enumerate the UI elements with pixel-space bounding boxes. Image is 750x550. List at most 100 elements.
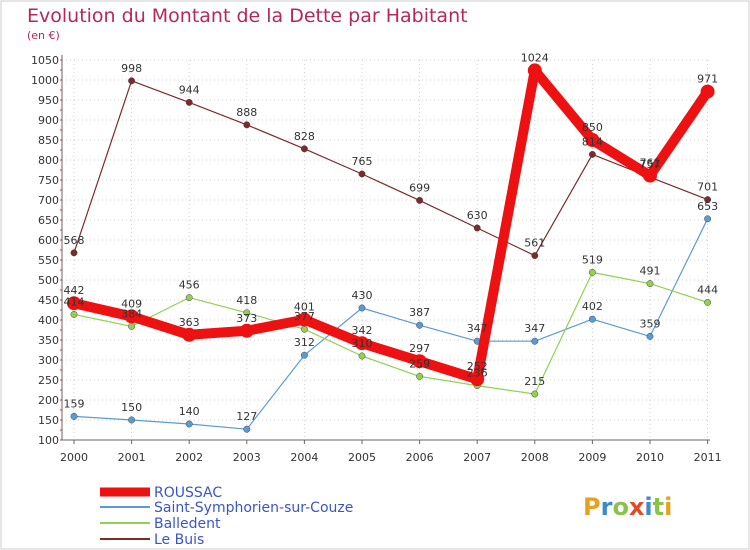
data-label: 387 — [409, 306, 430, 319]
data-point — [588, 315, 596, 323]
data-point — [473, 224, 481, 232]
logo-letter: P — [583, 493, 601, 521]
data-point — [128, 322, 136, 330]
y-tick-label: 150 — [38, 414, 59, 427]
data-label: 699 — [409, 181, 430, 194]
data-point — [585, 133, 600, 147]
data-label: 568 — [64, 234, 85, 247]
data-point — [128, 77, 136, 85]
y-tick-label: 350 — [38, 334, 59, 347]
data-point — [412, 354, 427, 369]
data-point — [70, 249, 78, 257]
chart-subtitle: (en €) — [27, 29, 60, 42]
data-label: 491 — [640, 265, 661, 278]
series-line-saint-symphorien-sur-couze — [73, 218, 709, 430]
data-label: 1024 — [521, 51, 549, 64]
y-tick-label: 200 — [38, 394, 59, 407]
data-point — [243, 309, 251, 317]
data-label: 414 — [64, 295, 85, 308]
data-label: 363 — [179, 316, 200, 329]
data-point — [470, 372, 485, 387]
data-label: 630 — [467, 209, 488, 222]
y-tick-label: 450 — [38, 294, 59, 307]
data-point — [300, 145, 308, 153]
data-point — [531, 390, 539, 398]
y-tick-label: 800 — [38, 154, 59, 167]
data-point — [704, 215, 712, 223]
data-point — [297, 312, 312, 327]
logo-letter: t — [653, 493, 664, 521]
y-tick-label: 400 — [38, 314, 59, 327]
y-tick-label: 900 — [38, 114, 59, 127]
x-tick-label: 2008 — [521, 451, 549, 464]
series-line-roussac — [69, 65, 713, 385]
data-point — [185, 98, 193, 106]
x-tick-label: 2001 — [118, 451, 146, 464]
data-point — [358, 352, 366, 360]
data-point — [355, 336, 369, 351]
data-label: 150 — [121, 401, 142, 414]
x-tick-label: 2006 — [406, 451, 434, 464]
data-label: 347 — [467, 322, 488, 335]
y-tick-label: 850 — [38, 134, 59, 147]
data-label: 430 — [352, 289, 373, 302]
data-label: 236 — [467, 367, 488, 380]
y-tick-label: 600 — [38, 234, 59, 247]
data-point — [531, 337, 539, 345]
data-label: 384 — [121, 307, 142, 320]
y-tick-label: 650 — [38, 214, 59, 227]
data-point — [643, 168, 657, 183]
logo-letter: i — [664, 493, 672, 521]
data-label: 828 — [294, 130, 315, 143]
data-label: 442 — [64, 284, 85, 297]
data-label: 401 — [294, 301, 315, 314]
data-label: 757 — [640, 158, 661, 171]
y-tick-label: 500 — [38, 274, 59, 287]
y-tick-label: 950 — [38, 94, 59, 107]
data-label: 347 — [524, 322, 545, 335]
data-point — [67, 296, 81, 311]
data-point — [358, 304, 366, 312]
data-label: 765 — [352, 155, 373, 168]
logo-letter: o — [612, 493, 629, 521]
legend-label: Saint-Symphorien-sur-Couze — [154, 500, 353, 516]
x-tick-label: 2010 — [636, 451, 664, 464]
legend: ROUSSACSaint-Symphorien-sur-CouzeBallede… — [100, 485, 353, 548]
legend-label: Le Buis — [154, 532, 204, 548]
y-tick-label: 1000 — [31, 74, 59, 87]
data-label: 373 — [236, 312, 257, 325]
data-label: 312 — [294, 336, 315, 349]
logo-letter: x — [629, 493, 645, 521]
data-point — [416, 372, 424, 380]
data-label: 215 — [524, 375, 545, 388]
data-point — [416, 196, 424, 204]
y-tick-label: 300 — [38, 354, 59, 367]
data-label: 259 — [409, 357, 430, 370]
data-point — [527, 63, 542, 78]
x-tick-label: 2005 — [348, 451, 376, 464]
x-tick-label: 2009 — [578, 451, 606, 464]
data-point — [588, 268, 596, 276]
data-label: 409 — [121, 297, 142, 310]
data-point — [70, 412, 78, 420]
series-line-balledent — [73, 271, 709, 395]
x-tick-label: 2011 — [694, 451, 722, 464]
y-tick-label: 1050 — [31, 54, 59, 67]
y-tick-label: 100 — [38, 434, 59, 447]
data-point — [531, 252, 539, 260]
data-label: 888 — [236, 106, 257, 119]
data-label: 252 — [467, 360, 488, 373]
data-point — [124, 309, 139, 324]
y-tick-label: 700 — [38, 194, 59, 207]
data-point — [70, 310, 78, 318]
data-point — [646, 280, 654, 288]
data-label: 814 — [582, 135, 603, 148]
data-label: 519 — [582, 253, 603, 266]
data-point — [243, 425, 251, 433]
data-label: 159 — [64, 397, 85, 410]
data-point — [185, 420, 193, 428]
x-tick-label: 2003 — [233, 451, 261, 464]
data-point — [704, 298, 712, 306]
data-label: 127 — [236, 410, 257, 423]
